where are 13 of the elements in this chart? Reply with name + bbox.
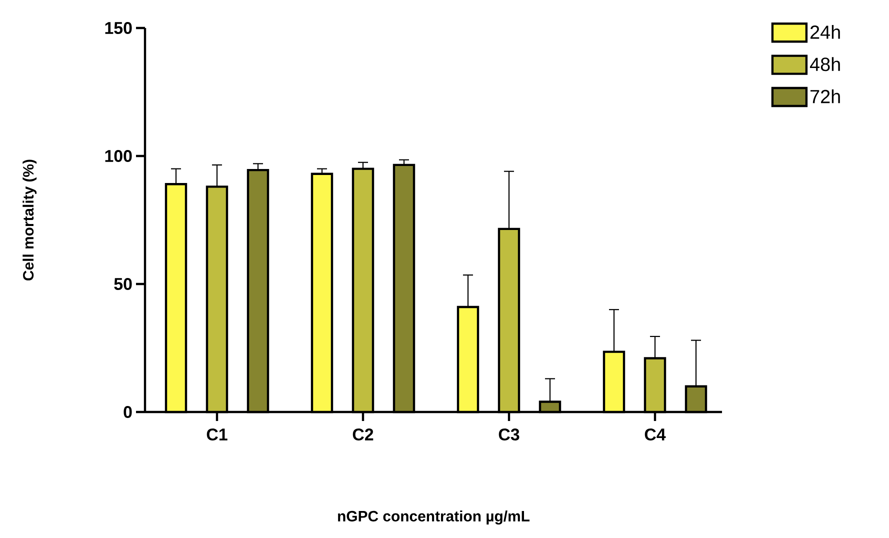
y-tick-label: 50	[114, 278, 132, 290]
x-tick-label: C2	[352, 428, 374, 441]
x-tick-label: C4	[644, 428, 666, 441]
legend-label: 48h	[810, 57, 840, 72]
y-tick-label: 100	[105, 150, 132, 162]
y-tick-label: 150	[105, 22, 132, 34]
x-tick-label: C1	[206, 428, 228, 441]
legend-label: 24h	[810, 24, 840, 39]
legend-label: 72h	[810, 89, 840, 104]
y-tick-label: 0	[124, 406, 132, 418]
x-axis-title: nGPC concentration µg/mL	[338, 510, 530, 525]
y-axis-title: Cell mortality (%)	[22, 160, 37, 280]
x-tick-label: C3	[498, 428, 520, 441]
